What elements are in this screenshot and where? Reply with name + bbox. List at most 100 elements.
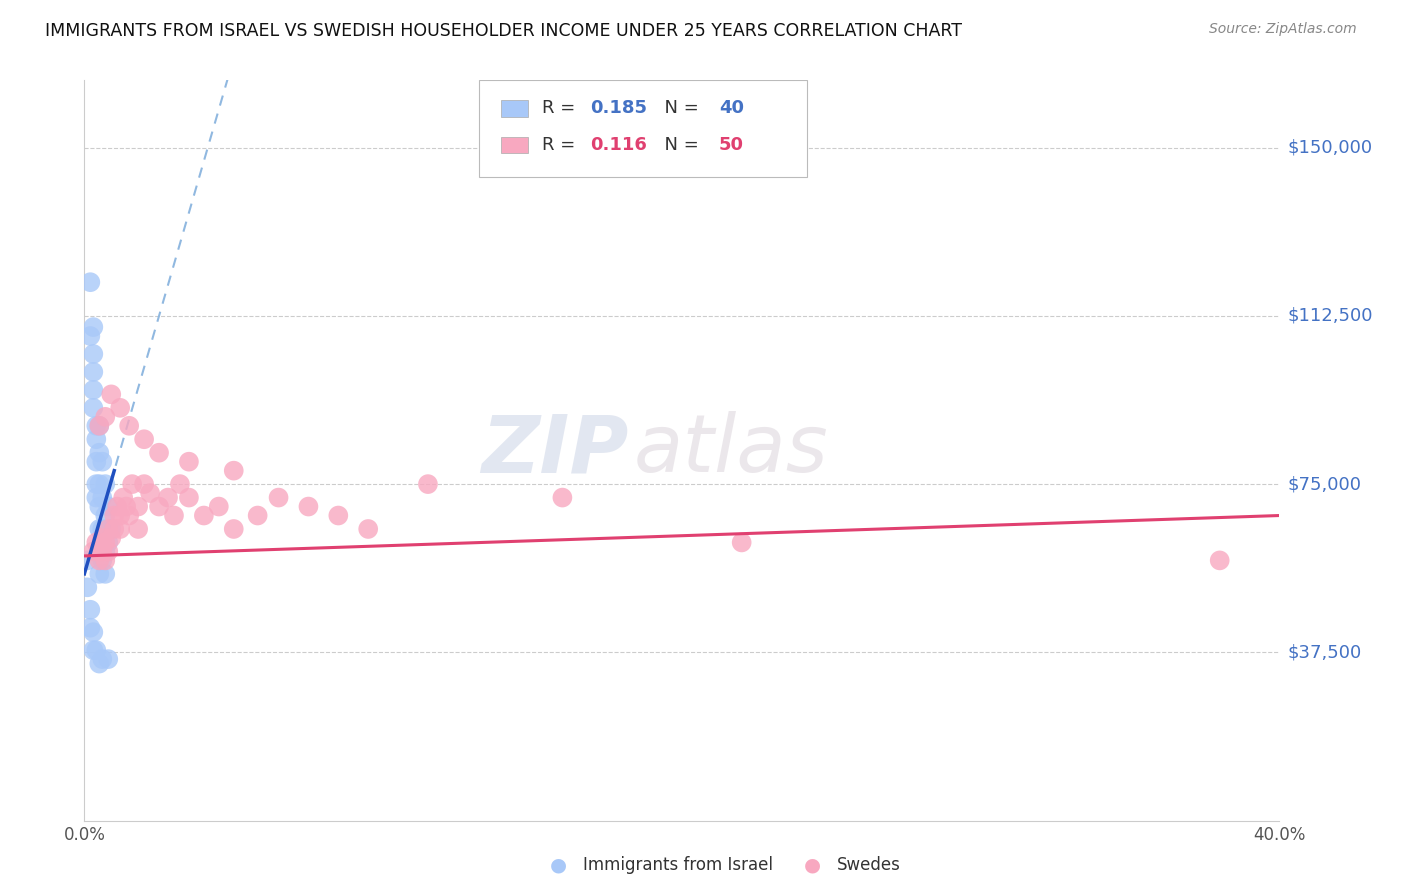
Point (169, 477, 191, 491)
Text: 0.116: 0.116 (591, 136, 647, 153)
Point (89, 500, 111, 514)
Point (89, 544, 111, 558)
Point (118, 418, 141, 433)
Point (731, 535, 754, 549)
Point (97, 500, 120, 514)
Point (91, 531, 114, 545)
Point (91, 553, 114, 567)
Text: $112,500: $112,500 (1288, 307, 1374, 325)
Text: ZIP: ZIP (481, 411, 628, 490)
Point (94, 544, 117, 558)
Text: 40: 40 (718, 99, 744, 118)
Point (89, 522, 111, 536)
Point (110, 508, 132, 523)
Point (110, 522, 132, 536)
Point (91, 455, 114, 469)
Point (193, 508, 215, 523)
Text: 0.185: 0.185 (591, 99, 647, 118)
Text: R =: R = (543, 136, 581, 153)
Point (177, 491, 200, 505)
Point (89, 477, 111, 491)
Point (328, 508, 350, 523)
Text: atlas: atlas (634, 411, 830, 490)
Point (112, 491, 135, 505)
Point (97, 652, 120, 666)
Point (94, 508, 117, 523)
Point (89, 446, 111, 460)
Point (82, 383, 104, 397)
Point (91, 522, 114, 536)
Point (89, 553, 111, 567)
Point (82, 625, 104, 640)
Point (94, 535, 117, 549)
Point (94, 477, 117, 491)
Point (118, 508, 141, 523)
Point (222, 522, 245, 536)
Point (267, 491, 290, 505)
Point (100, 531, 122, 545)
Point (163, 508, 186, 523)
Text: 50: 50 (718, 136, 744, 153)
Point (103, 522, 125, 536)
Point (551, 491, 574, 505)
Point (157, 491, 180, 505)
Point (121, 477, 143, 491)
Point (91, 544, 114, 558)
Text: Source: ZipAtlas.com: Source: ZipAtlas.com (1209, 22, 1357, 37)
FancyBboxPatch shape (479, 80, 807, 177)
Point (82, 401, 104, 415)
Point (89, 418, 111, 433)
Point (97, 522, 120, 536)
Point (89, 657, 111, 671)
Point (132, 432, 156, 446)
Point (91, 652, 114, 666)
Text: $150,000: $150,000 (1288, 138, 1372, 157)
Point (97, 544, 120, 558)
Point (94, 566, 117, 581)
Text: R =: R = (543, 99, 581, 118)
Point (110, 401, 132, 415)
Point (82, 643, 104, 657)
Point (357, 522, 380, 536)
Point (94, 409, 117, 424)
Point (86, 535, 108, 549)
Text: N =: N = (654, 99, 704, 118)
Point (79, 275, 101, 289)
Text: Immigrants from Israel: Immigrants from Israel (583, 856, 773, 874)
Text: ●: ● (550, 855, 567, 875)
FancyBboxPatch shape (502, 100, 527, 117)
Point (139, 486, 162, 500)
Point (76, 553, 98, 567)
Text: IMMIGRANTS FROM ISRAEL VS SWEDISH HOUSEHOLDER INCOME UNDER 25 YEARS CORRELATION : IMMIGRANTS FROM ISRAEL VS SWEDISH HOUSEH… (45, 22, 962, 40)
Point (79, 329, 101, 343)
Point (86, 455, 108, 469)
Text: N =: N = (654, 136, 704, 153)
Point (148, 446, 170, 460)
Point (86, 432, 108, 446)
Point (89, 566, 111, 581)
Point (127, 500, 149, 514)
Point (416, 477, 439, 491)
Point (76, 580, 98, 594)
Point (94, 553, 117, 567)
Point (79, 603, 101, 617)
Point (86, 491, 108, 505)
Point (82, 544, 104, 558)
Text: $75,000: $75,000 (1288, 475, 1362, 493)
Point (86, 418, 108, 433)
Point (100, 522, 122, 536)
Point (127, 522, 149, 536)
Point (79, 621, 101, 635)
Point (148, 500, 170, 514)
Point (91, 491, 114, 505)
Point (89, 544, 111, 558)
Point (103, 508, 125, 523)
Text: $37,500: $37,500 (1288, 643, 1362, 661)
Point (246, 508, 269, 523)
Point (1209, 553, 1232, 567)
Text: Swedes: Swedes (837, 856, 900, 874)
Point (132, 477, 156, 491)
Point (177, 455, 200, 469)
Point (105, 500, 128, 514)
Point (86, 477, 108, 491)
